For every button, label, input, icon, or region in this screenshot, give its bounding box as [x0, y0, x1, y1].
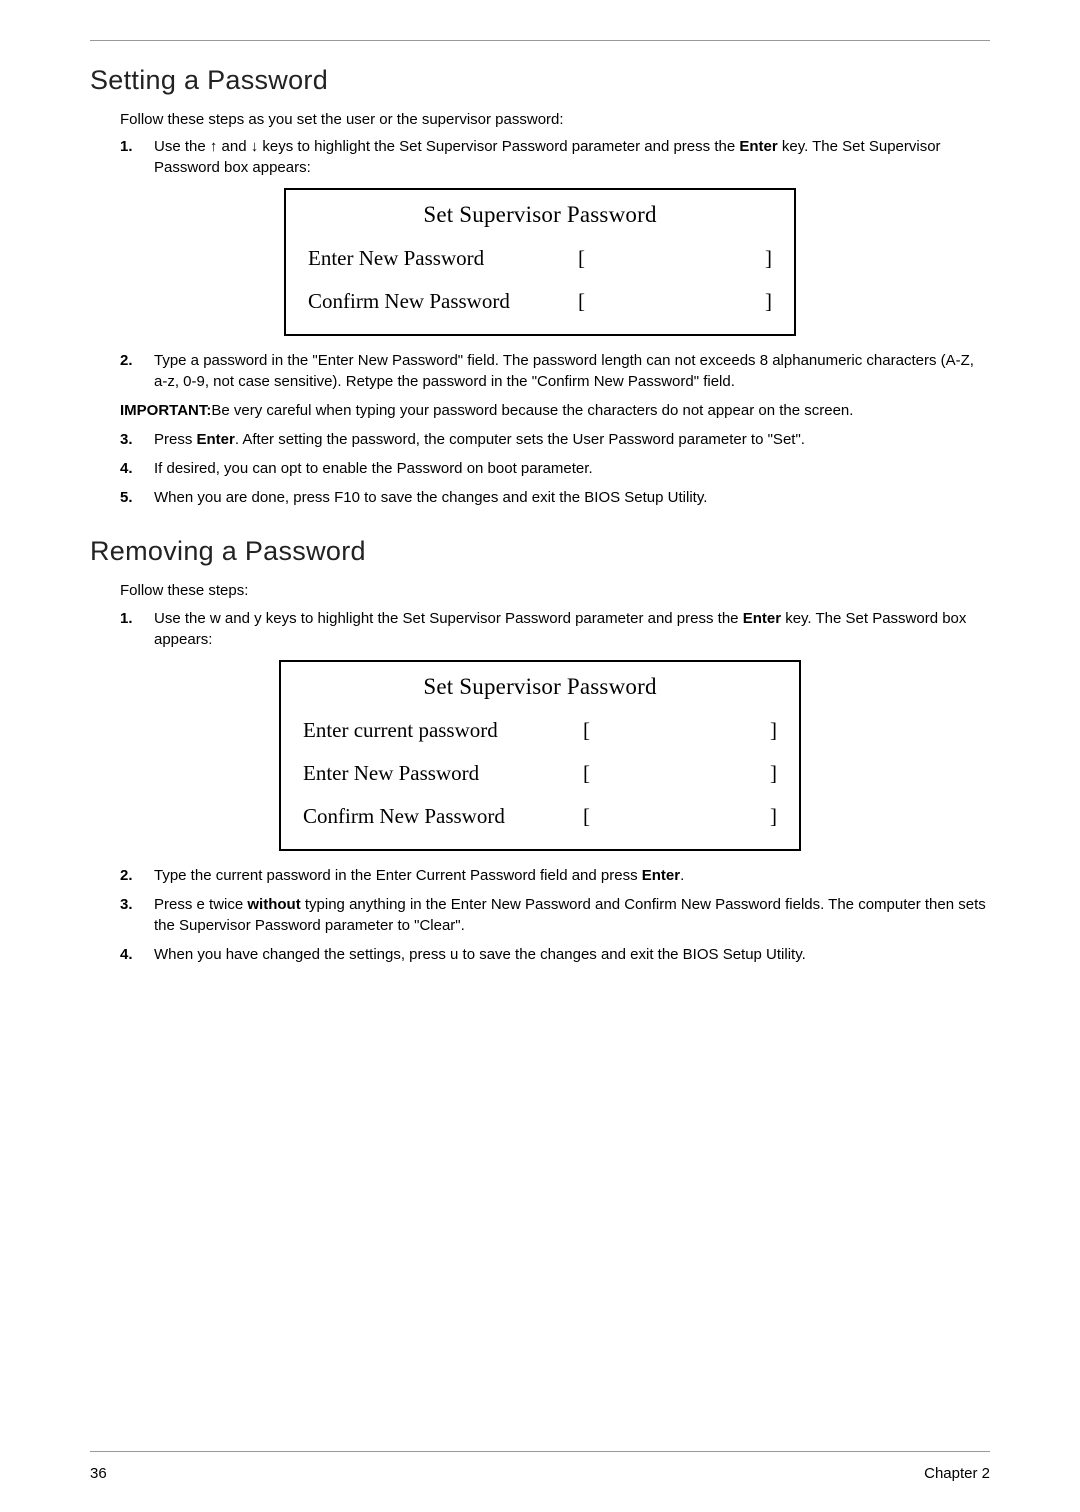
step-number: 1. — [120, 608, 154, 650]
enter-key: Enter — [197, 431, 235, 448]
dialog-label: Confirm New Password — [303, 804, 583, 829]
enter-key: Enter — [743, 610, 781, 627]
step-number: 3. — [120, 894, 154, 936]
dialog-label: Enter current password — [303, 718, 583, 743]
bracket-right: ] — [758, 246, 772, 271]
step-text: Type the current password in the Enter C… — [154, 865, 990, 886]
page-number: 36 — [90, 1465, 107, 1482]
dialog-set-password: Set Supervisor Password Enter New Passwo… — [90, 188, 990, 336]
dialog-box: Set Supervisor Password Enter current pa… — [279, 660, 801, 851]
steps-list-1b: 2. Type a password in the "Enter New Pas… — [120, 350, 990, 392]
step-2-2: 2. Type the current password in the Ente… — [120, 865, 990, 886]
steps-list-2: 1. Use the w and y keys to highlight the… — [120, 608, 990, 650]
steps-list-2b: 2. Type the current password in the Ente… — [120, 865, 990, 965]
bracket-right: ] — [763, 718, 777, 743]
step-1-5: 5. When you are done, press F10 to save … — [120, 487, 990, 508]
page-footer: 36 Chapter 2 — [90, 1465, 990, 1482]
step-text: When you have changed the settings, pres… — [154, 944, 990, 965]
intro-text-2: Follow these steps: — [120, 581, 990, 601]
step-number: 1. — [120, 136, 154, 178]
step-text: Press e twice without typing anything in… — [154, 894, 990, 936]
steps-list-1c: 3. Press Enter. After setting the passwo… — [120, 429, 990, 508]
bracket-left: [ — [578, 289, 598, 314]
step-text: Use the ↑ and ↓ keys to highlight the Se… — [154, 136, 990, 178]
step-1-2: 2. Type a password in the "Enter New Pas… — [120, 350, 990, 392]
step-text: Press Enter. After setting the password,… — [154, 429, 990, 450]
step-number: 5. — [120, 487, 154, 508]
dialog-title: Set Supervisor Password — [308, 202, 772, 228]
dialog-title: Set Supervisor Password — [303, 674, 777, 700]
enter-key: Enter — [642, 867, 680, 884]
bracket-left: [ — [583, 804, 603, 829]
steps-list-1: 1. Use the ↑ and ↓ keys to highlight the… — [120, 136, 990, 178]
dialog-row-enter-new: Enter New Password [ ] — [303, 761, 777, 786]
key-e: e — [197, 896, 205, 913]
step-number: 4. — [120, 944, 154, 965]
dialog-box: Set Supervisor Password Enter New Passwo… — [284, 188, 796, 336]
without-word: without — [247, 896, 300, 913]
dialog-row-current: Enter current password [ ] — [303, 718, 777, 743]
step-text: When you are done, press F10 to save the… — [154, 487, 990, 508]
step-number: 4. — [120, 458, 154, 479]
top-rule — [90, 40, 990, 41]
dialog-label: Enter New Password — [303, 761, 583, 786]
dialog-label: Confirm New Password — [308, 289, 578, 314]
important-text: Be very careful when typing your passwor… — [211, 402, 853, 419]
step-number: 2. — [120, 865, 154, 886]
key-w: w — [210, 610, 221, 627]
bottom-rule — [90, 1451, 990, 1452]
step-1-3: 3. Press Enter. After setting the passwo… — [120, 429, 990, 450]
chapter-label: Chapter 2 — [924, 1465, 990, 1482]
dialog-remove-password: Set Supervisor Password Enter current pa… — [90, 660, 990, 851]
dialog-label: Enter New Password — [308, 246, 578, 271]
bracket-right: ] — [758, 289, 772, 314]
step-number: 3. — [120, 429, 154, 450]
step-2-4: 4. When you have changed the settings, p… — [120, 944, 990, 965]
heading-setting-password: Setting a Password — [90, 65, 990, 96]
bracket-left: [ — [583, 761, 603, 786]
step-text: If desired, you can opt to enable the Pa… — [154, 458, 990, 479]
step-text: Type a password in the "Enter New Passwo… — [154, 350, 990, 392]
step-1-4: 4. If desired, you can opt to enable the… — [120, 458, 990, 479]
bracket-left: [ — [578, 246, 598, 271]
important-label: IMPORTANT: — [120, 402, 211, 419]
step-2-1: 1. Use the w and y keys to highlight the… — [120, 608, 990, 650]
step-number: 2. — [120, 350, 154, 392]
dialog-row-confirm-new: Confirm New Password [ ] — [308, 289, 772, 314]
bracket-right: ] — [763, 804, 777, 829]
key-y: y — [254, 610, 262, 627]
step-text: Use the w and y keys to highlight the Se… — [154, 608, 990, 650]
heading-removing-password: Removing a Password — [90, 536, 990, 567]
dialog-row-confirm-new: Confirm New Password [ ] — [303, 804, 777, 829]
enter-key: Enter — [739, 138, 777, 155]
bracket-right: ] — [763, 761, 777, 786]
bracket-left: [ — [583, 718, 603, 743]
important-note: IMPORTANT:Be very careful when typing yo… — [120, 400, 990, 421]
step-2-3: 3. Press e twice without typing anything… — [120, 894, 990, 936]
dialog-row-enter-new: Enter New Password [ ] — [308, 246, 772, 271]
intro-text-1: Follow these steps as you set the user o… — [120, 110, 990, 130]
step-1-1: 1. Use the ↑ and ↓ keys to highlight the… — [120, 136, 990, 178]
